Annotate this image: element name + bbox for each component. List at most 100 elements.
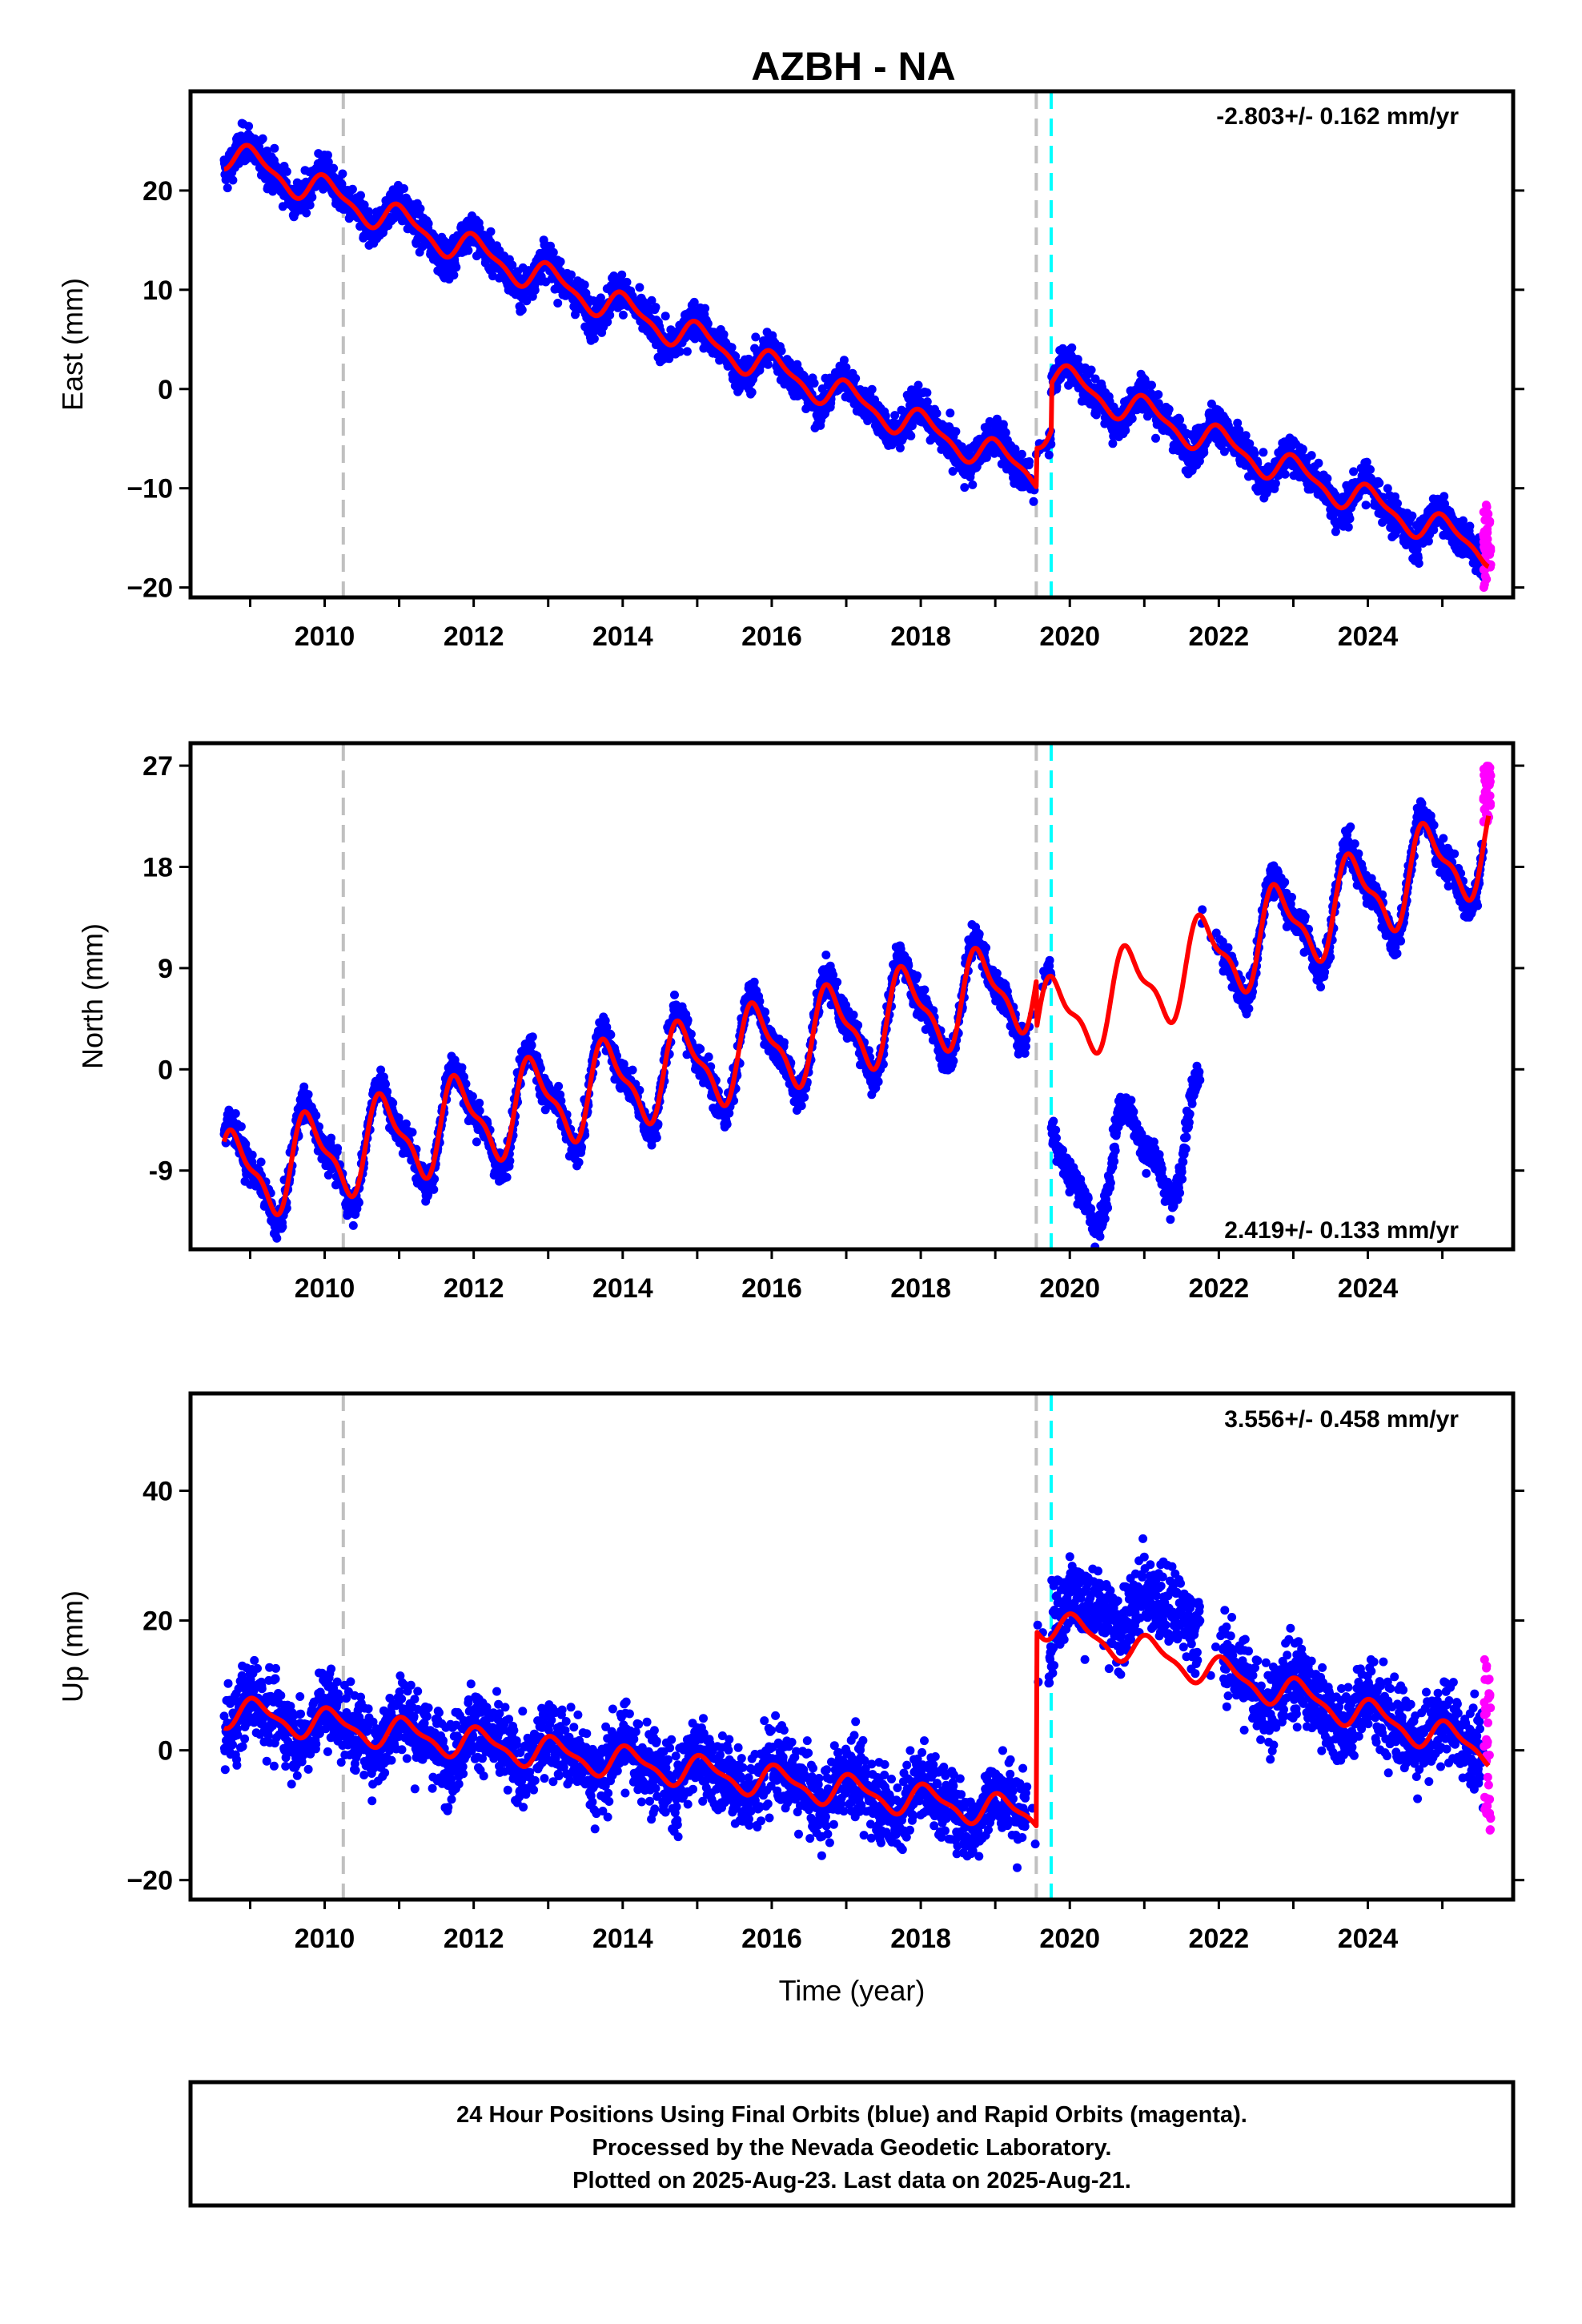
data-point <box>922 397 932 407</box>
data-point <box>323 151 332 160</box>
data-point <box>408 1128 417 1137</box>
data-point <box>307 192 317 202</box>
data-point <box>1086 365 1096 375</box>
chart-title: AZBH - NA <box>751 44 956 89</box>
x-tick-label: 2020 <box>1039 621 1100 652</box>
data-point <box>556 257 565 267</box>
y-tick-label: 10 <box>143 275 173 306</box>
east-final-orbit-points <box>219 119 1488 581</box>
y-tick-label: 20 <box>143 176 173 207</box>
data-point <box>1298 444 1307 454</box>
data-point <box>416 204 425 214</box>
data-point <box>553 299 563 308</box>
data-point <box>223 183 232 193</box>
data-point <box>1366 464 1375 474</box>
data-point <box>617 270 627 279</box>
data-point <box>1250 448 1259 458</box>
data-point <box>554 1081 564 1091</box>
data-point <box>270 143 279 153</box>
data-point <box>682 347 692 356</box>
data-point <box>231 1109 240 1118</box>
data-point <box>968 480 978 489</box>
data-point <box>228 175 238 185</box>
data-point <box>960 483 970 493</box>
data-point <box>505 1156 515 1166</box>
data-point <box>1175 415 1185 424</box>
data-point <box>703 319 713 328</box>
data-point <box>622 277 632 287</box>
data-point <box>747 388 757 397</box>
north-plot-area <box>219 743 1496 1249</box>
data-point <box>258 134 267 143</box>
data-point <box>606 1030 616 1039</box>
data-point <box>1147 380 1156 390</box>
y-tick-label: −20 <box>126 573 173 604</box>
data-point <box>236 1122 246 1132</box>
data-point <box>299 1082 309 1092</box>
data-point <box>517 305 527 315</box>
data-point <box>867 384 877 394</box>
data-point <box>452 263 461 272</box>
data-point <box>381 1080 390 1089</box>
data-point <box>303 1090 313 1100</box>
data-point <box>329 163 339 173</box>
data-point <box>577 1142 586 1152</box>
data-point <box>475 1106 484 1116</box>
data-point <box>400 184 408 193</box>
data-point <box>247 1150 257 1160</box>
data-point <box>1025 457 1034 466</box>
data-point <box>1407 511 1417 521</box>
data-point <box>272 1233 282 1243</box>
data-point <box>338 169 347 179</box>
data-point <box>1127 414 1137 424</box>
data-point <box>347 184 357 194</box>
data-point <box>256 1157 266 1167</box>
data-point <box>727 343 737 352</box>
data-point <box>327 1133 336 1143</box>
data-point <box>449 271 459 279</box>
data-point <box>1314 458 1323 468</box>
data-point <box>567 270 576 279</box>
data-point <box>502 1172 512 1182</box>
data-point <box>651 303 661 312</box>
data-point <box>457 1063 467 1072</box>
data-point <box>1199 448 1209 457</box>
data-point <box>851 374 861 383</box>
data-point <box>305 200 315 210</box>
data-point <box>424 219 433 228</box>
data-point <box>1280 469 1290 479</box>
data-point <box>574 1157 584 1167</box>
east-ylabel: East (mm) <box>56 278 89 411</box>
data-point <box>580 280 589 290</box>
data-point <box>359 200 369 210</box>
rapid-point <box>1482 525 1492 534</box>
data-point <box>895 443 905 452</box>
north-final-orbit-points <box>219 797 1488 1249</box>
data-point <box>675 347 685 356</box>
y-tick-label: −10 <box>126 474 173 505</box>
data-point <box>763 360 773 369</box>
data-point <box>1044 450 1054 460</box>
y-tick-label: 0 <box>158 375 173 405</box>
data-point <box>1345 514 1355 524</box>
data-point <box>635 283 644 292</box>
data-point <box>1259 448 1268 457</box>
data-point <box>1349 467 1359 476</box>
east-rapid-orbit-points <box>1479 501 1496 592</box>
data-point <box>809 379 819 388</box>
data-point <box>311 1111 321 1120</box>
data-point <box>241 1140 251 1149</box>
data-point <box>302 208 311 218</box>
data-point <box>1307 451 1316 460</box>
east-panel-frame <box>188 89 1516 600</box>
x-tick-label: 2022 <box>1189 621 1250 652</box>
data-point <box>661 312 670 321</box>
data-point <box>548 247 558 257</box>
data-point <box>475 1098 484 1108</box>
data-point <box>951 427 961 436</box>
data-point <box>364 207 373 216</box>
east-rate-label: -2.803+/- 0.162 mm/yr <box>1216 103 1459 130</box>
data-point <box>605 311 615 320</box>
